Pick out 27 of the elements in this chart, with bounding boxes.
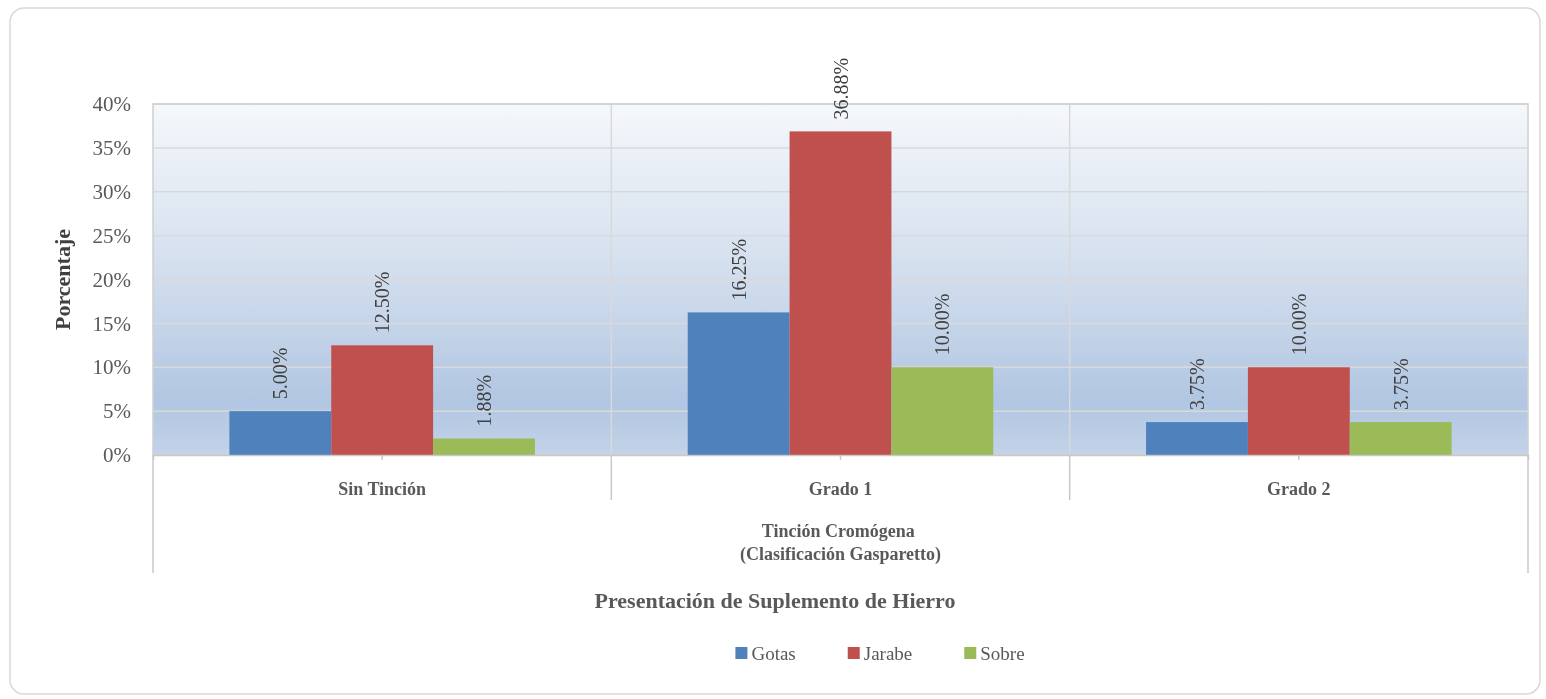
data-label: 10.00% [1287, 293, 1310, 356]
y-tick-label: 5% [103, 399, 131, 424]
y-tick-label: 0% [103, 443, 131, 468]
x-axis-title: Presentación de Suplemento de Hierro [594, 588, 956, 613]
y-tick-label: 20% [92, 267, 131, 292]
x-tick-label: Grado 2 [1267, 478, 1331, 499]
data-label: 36.88% [829, 57, 852, 120]
data-label: 1.88% [473, 374, 496, 427]
data-label: 10.00% [931, 293, 954, 356]
x-tick-label: Grado 1 [808, 478, 873, 499]
legend-label: Sobre [980, 642, 1025, 664]
data-label: 3.75% [1185, 358, 1208, 411]
y-tick-label: 30% [92, 179, 131, 204]
y-tick-label: 40% [92, 92, 131, 117]
legend-label: Jarabe [863, 642, 913, 664]
x-tick-label: Sin Tinción [338, 478, 427, 499]
y-tick-label: 25% [92, 223, 131, 248]
data-label: 16.25% [727, 238, 750, 301]
data-label: 12.50% [371, 271, 394, 334]
legend-label: Gotas [751, 642, 796, 664]
data-label: 3.75% [1389, 358, 1412, 411]
y-tick-label: 35% [92, 136, 131, 161]
data-label: 5.00% [269, 347, 292, 400]
y-axis-title: Porcentaje [50, 228, 75, 330]
text: Tinción Cromógena (Clasificación Gasparetto) [739, 521, 942, 565]
y-tick-label: 10% [92, 355, 131, 380]
y-tick-label: 15% [92, 311, 131, 336]
